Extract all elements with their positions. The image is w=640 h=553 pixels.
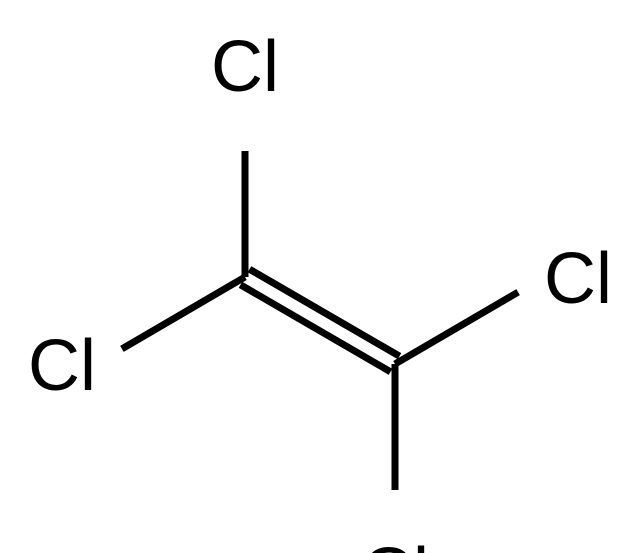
bond	[395, 292, 518, 364]
molecule-diagram: Cl Cl Cl Cl	[0, 0, 640, 553]
atom-label-cl_left: Cl	[28, 326, 96, 406]
bond	[240, 285, 390, 372]
atom-label-cl_bottom: Cl	[361, 534, 429, 553]
bond	[122, 277, 245, 349]
atom-label-cl_right: Cl	[544, 239, 612, 319]
bond	[250, 269, 400, 356]
atom-label-cl_top: Cl	[211, 27, 279, 107]
bonds-layer	[122, 151, 518, 490]
atom-labels-layer: Cl Cl Cl Cl	[28, 27, 612, 553]
